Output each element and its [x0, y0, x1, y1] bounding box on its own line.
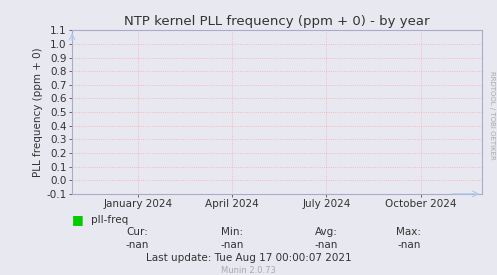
Text: RRDTOOL / TOBI OETIKER: RRDTOOL / TOBI OETIKER: [489, 71, 495, 160]
Text: Cur:: Cur:: [127, 227, 149, 237]
Title: NTP kernel PLL frequency (ppm + 0) - by year: NTP kernel PLL frequency (ppm + 0) - by …: [124, 15, 430, 28]
Text: -nan: -nan: [220, 240, 244, 250]
Text: Min:: Min:: [221, 227, 243, 237]
Text: ■: ■: [72, 213, 84, 227]
Text: pll-freq: pll-freq: [91, 215, 128, 225]
Text: -nan: -nan: [126, 240, 150, 250]
Text: -nan: -nan: [397, 240, 420, 250]
Text: -nan: -nan: [315, 240, 338, 250]
Text: Max:: Max:: [396, 227, 420, 237]
Text: Avg:: Avg:: [315, 227, 338, 237]
Text: Munin 2.0.73: Munin 2.0.73: [221, 266, 276, 274]
Y-axis label: PLL frequency (ppm + 0): PLL frequency (ppm + 0): [33, 47, 43, 177]
Text: Last update: Tue Aug 17 00:00:07 2021: Last update: Tue Aug 17 00:00:07 2021: [146, 253, 351, 263]
